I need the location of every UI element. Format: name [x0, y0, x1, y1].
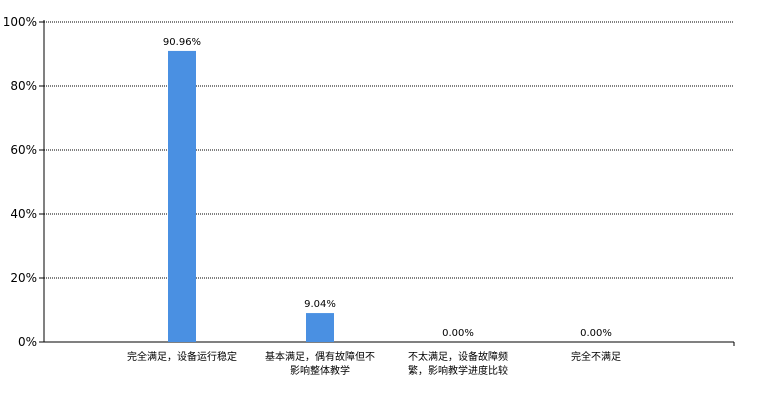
y-tick-label: 80%	[10, 79, 37, 93]
data-label: 90.96%	[163, 37, 201, 48]
data-label: 0.00%	[580, 328, 612, 339]
category-label: 影响整体教学	[290, 364, 350, 377]
y-tick-label: 60%	[10, 143, 37, 157]
axes: 0% 20% 40% 60% 80% 100%	[3, 15, 735, 349]
y-tick-label: 0%	[18, 335, 37, 349]
data-label: 9.04%	[304, 299, 336, 310]
category-label: 不太满足，设备故障频	[408, 350, 508, 363]
category-label: 基本满足，偶有故障但不	[265, 350, 375, 363]
category-label: 完全满足，设备运行稳定	[127, 350, 237, 363]
gridlines	[44, 21, 734, 279]
bar	[168, 50, 196, 342]
y-tick-label: 100%	[3, 15, 37, 29]
y-tick-label: 40%	[10, 207, 37, 221]
bar	[306, 313, 334, 342]
category-label: 繁，影响教学进度比较	[408, 364, 508, 377]
data-label: 0.00%	[442, 328, 474, 339]
category-label: 完全不满足	[571, 350, 621, 363]
y-tick-label: 20%	[10, 271, 37, 285]
bars	[168, 50, 334, 342]
